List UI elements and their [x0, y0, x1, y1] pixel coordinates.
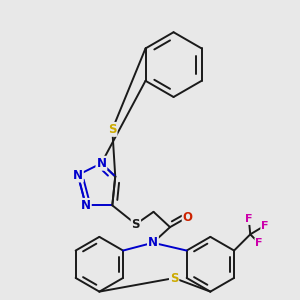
Text: N: N	[148, 236, 158, 249]
Text: F: F	[261, 220, 269, 230]
Text: N: N	[81, 199, 91, 212]
Text: N: N	[73, 169, 83, 182]
Text: O: O	[183, 211, 193, 224]
Text: S: S	[132, 218, 140, 231]
Text: S: S	[170, 272, 178, 285]
Text: F: F	[255, 238, 263, 248]
Text: F: F	[245, 214, 253, 224]
Text: S: S	[108, 123, 117, 136]
Text: N: N	[96, 157, 106, 170]
